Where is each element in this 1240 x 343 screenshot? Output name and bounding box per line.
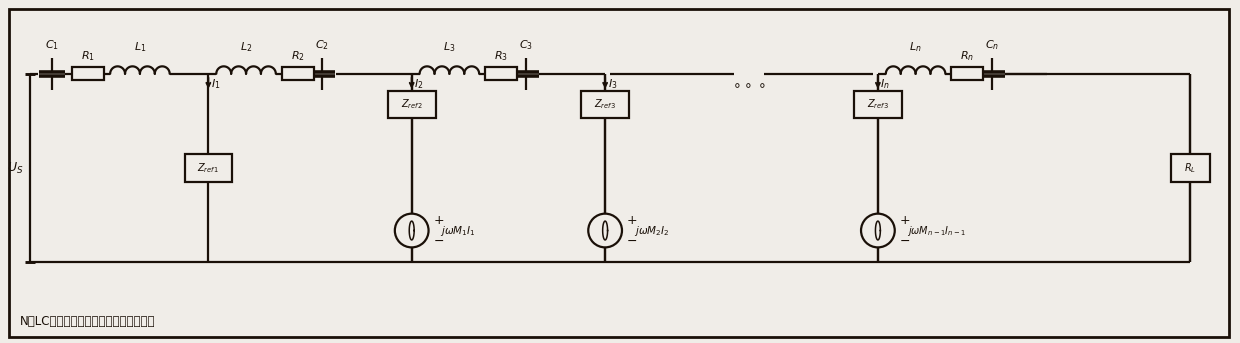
Text: $Z_{ref1}$: $Z_{ref1}$	[197, 161, 219, 175]
Text: $Z_{ref3}$: $Z_{ref3}$	[867, 98, 889, 111]
Text: $I_1$: $I_1$	[211, 77, 221, 91]
Text: $j\omega M_{n-1} I_{n-1}$: $j\omega M_{n-1} I_{n-1}$	[906, 224, 966, 237]
Text: $-$: $-$	[433, 234, 444, 247]
Text: $R_n$: $R_n$	[960, 49, 975, 63]
Text: $C_1$: $C_1$	[45, 38, 58, 52]
Bar	[582, 91, 629, 118]
Text: $I_2$: $I_2$	[414, 77, 424, 91]
Bar	[1171, 154, 1210, 182]
Text: $j\omega M_2 I_2$: $j\omega M_2 I_2$	[634, 224, 670, 237]
Text: $R_2$: $R_2$	[290, 49, 305, 63]
Text: $C_3$: $C_3$	[518, 38, 533, 52]
Text: $\circ \circ \circ$: $\circ \circ \circ$	[732, 77, 766, 91]
Text: $I_n$: $I_n$	[880, 77, 890, 91]
Text: $j\omega M_1 I_1$: $j\omega M_1 I_1$	[440, 224, 476, 237]
Bar	[854, 91, 901, 118]
Text: $Z_{ref2}$: $Z_{ref2}$	[401, 98, 423, 111]
Bar	[281, 67, 314, 80]
Text: $L_1$: $L_1$	[134, 40, 146, 54]
Text: $-$: $-$	[626, 234, 637, 247]
Text: $+$: $+$	[626, 214, 637, 227]
Text: $-$: $-$	[899, 234, 910, 247]
Circle shape	[861, 214, 895, 247]
Text: N级LC谐振线圈电容串联补偿等效模型图: N级LC谐振线圈电容串联补偿等效模型图	[20, 315, 155, 328]
Bar	[72, 67, 104, 80]
Text: $R_3$: $R_3$	[494, 49, 508, 63]
Bar	[951, 67, 983, 80]
Text: $U_S$: $U_S$	[6, 161, 24, 176]
Circle shape	[394, 214, 429, 247]
Text: $C_2$: $C_2$	[315, 38, 330, 52]
Circle shape	[588, 214, 622, 247]
Text: $R_L$: $R_L$	[1184, 161, 1197, 175]
Text: $+$: $+$	[433, 214, 444, 227]
Text: $L_n$: $L_n$	[909, 40, 921, 54]
Bar	[485, 67, 517, 80]
Text: $L_2$: $L_2$	[239, 40, 252, 54]
Text: $I_3$: $I_3$	[608, 77, 618, 91]
Text: $Z_{ref3}$: $Z_{ref3}$	[594, 98, 616, 111]
Bar	[185, 154, 232, 182]
Text: $+$: $+$	[899, 214, 910, 227]
Bar	[388, 91, 435, 118]
Text: $L_3$: $L_3$	[443, 40, 455, 54]
Text: $R_1$: $R_1$	[82, 49, 95, 63]
Text: $C_n$: $C_n$	[985, 38, 999, 52]
